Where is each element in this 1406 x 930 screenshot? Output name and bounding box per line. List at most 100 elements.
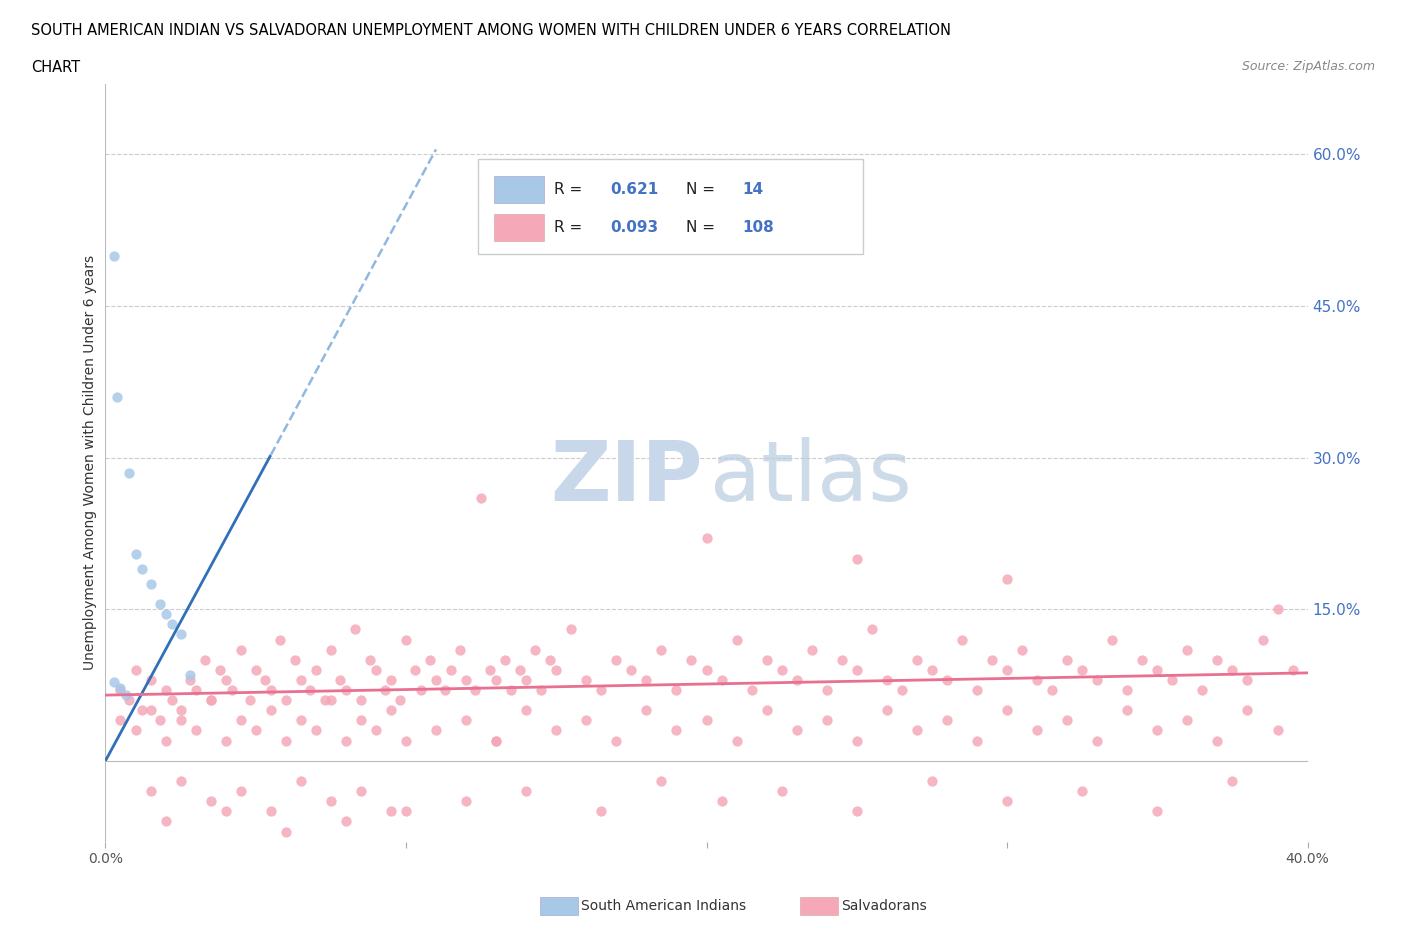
Point	[404, 662, 426, 677]
Point	[860, 622, 883, 637]
Point	[936, 713, 959, 728]
Point	[845, 804, 868, 818]
FancyBboxPatch shape	[478, 160, 863, 254]
Point	[214, 804, 236, 818]
Point	[696, 713, 718, 728]
Point	[350, 713, 373, 728]
Point	[395, 632, 418, 647]
Text: Salvadorans: Salvadorans	[841, 898, 927, 913]
Text: 0.621: 0.621	[610, 182, 658, 197]
Point	[1175, 713, 1198, 728]
Point	[269, 632, 291, 647]
Point	[470, 491, 492, 506]
Point	[905, 723, 928, 737]
Point	[485, 733, 508, 748]
Text: N =: N =	[686, 220, 720, 235]
Point	[229, 713, 252, 728]
Point	[148, 713, 170, 728]
Point	[425, 672, 447, 687]
Point	[200, 693, 222, 708]
Point	[388, 693, 411, 708]
Point	[1267, 602, 1289, 617]
Point	[1026, 672, 1049, 687]
Point	[124, 723, 146, 737]
Point	[524, 643, 547, 658]
Point	[245, 662, 267, 677]
Text: N =: N =	[686, 182, 720, 197]
Text: Source: ZipAtlas.com: Source: ZipAtlas.com	[1241, 60, 1375, 73]
Point	[319, 643, 342, 658]
Y-axis label: Unemployment Among Women with Children Under 6 years: Unemployment Among Women with Children U…	[83, 255, 97, 671]
Point	[253, 672, 276, 687]
Point	[319, 794, 342, 809]
Point	[1026, 723, 1049, 737]
Point	[160, 617, 183, 631]
Point	[665, 683, 688, 698]
Point	[560, 622, 582, 637]
Point	[335, 683, 357, 698]
Point	[1116, 683, 1139, 698]
Point	[538, 652, 561, 667]
Text: 108: 108	[742, 220, 775, 235]
Point	[305, 723, 328, 737]
Point	[214, 733, 236, 748]
Point	[755, 652, 778, 667]
Point	[200, 693, 222, 708]
Point	[274, 824, 297, 839]
Text: R =: R =	[554, 182, 586, 197]
Point	[395, 733, 418, 748]
Point	[546, 662, 568, 677]
Point	[981, 652, 1004, 667]
Text: R =: R =	[554, 220, 586, 235]
Point	[1071, 784, 1094, 799]
Point	[374, 683, 396, 698]
Point	[966, 733, 988, 748]
Point	[515, 703, 537, 718]
Point	[591, 804, 613, 818]
Point	[650, 643, 672, 658]
Point	[650, 774, 672, 789]
Point	[148, 597, 170, 612]
Point	[364, 662, 387, 677]
Point	[169, 703, 191, 718]
Point	[454, 794, 477, 809]
Point	[239, 693, 262, 708]
Point	[115, 687, 138, 702]
Point	[395, 804, 418, 818]
Point	[741, 683, 763, 698]
Point	[575, 672, 598, 687]
Point	[155, 607, 177, 622]
Point	[995, 662, 1018, 677]
Point	[1011, 643, 1033, 658]
Point	[343, 622, 366, 637]
Point	[966, 683, 988, 698]
Point	[319, 693, 342, 708]
Point	[1175, 643, 1198, 658]
Point	[110, 681, 132, 696]
Point	[501, 683, 523, 698]
Point	[260, 683, 283, 698]
Point	[155, 683, 177, 698]
Point	[260, 804, 283, 818]
Point	[434, 683, 457, 698]
Point	[350, 784, 373, 799]
Point	[696, 531, 718, 546]
Point	[479, 662, 502, 677]
Point	[440, 662, 463, 677]
Point	[260, 703, 283, 718]
Text: 14: 14	[742, 182, 763, 197]
Point	[274, 733, 297, 748]
Point	[921, 662, 943, 677]
Point	[665, 723, 688, 737]
Point	[1056, 652, 1078, 667]
Text: ZIP: ZIP	[550, 437, 703, 518]
Point	[815, 683, 838, 698]
Point	[509, 662, 531, 677]
Point	[214, 672, 236, 687]
Point	[815, 713, 838, 728]
Point	[298, 683, 321, 698]
Point	[995, 571, 1018, 586]
Point	[485, 733, 508, 748]
Point	[454, 672, 477, 687]
Text: South American Indians: South American Indians	[581, 898, 745, 913]
